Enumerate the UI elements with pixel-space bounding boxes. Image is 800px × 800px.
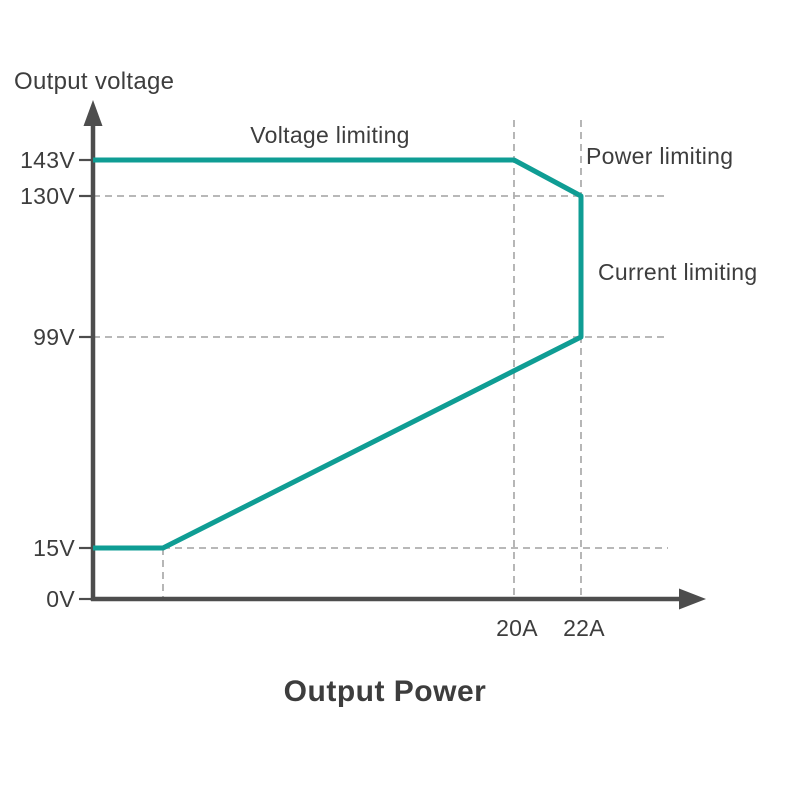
characteristic-curve [93, 157, 584, 551]
series-layer [93, 157, 584, 551]
y-axis-arrow-icon [83, 100, 103, 126]
x-axis-arrow-icon [679, 588, 706, 610]
y-axis-title: Output voltage [14, 68, 174, 95]
y-tick-label: 99V [33, 324, 75, 350]
y-tick-label: 143V [20, 147, 75, 173]
x-tick-label: 20A [496, 615, 538, 641]
annotation-power-limiting: Power limiting [586, 143, 733, 169]
labels-layer: 143V 130V 99V 15V 0V 20A 22A Voltage limiting Po… [20, 122, 757, 641]
chart-title: Output Power [284, 675, 487, 708]
y-tick-label: 130V [20, 183, 75, 209]
axes-layer [83, 100, 706, 610]
annotation-current-limiting: Current limiting [598, 259, 757, 285]
guides-layer [93, 120, 668, 597]
y-tick-label: 0V [46, 586, 75, 612]
annotation-voltage-limiting: Voltage limiting [250, 122, 410, 148]
y-tick-label: 15V [33, 535, 75, 561]
x-tick-label: 22A [563, 615, 605, 641]
ticks-layer [79, 158, 91, 601]
